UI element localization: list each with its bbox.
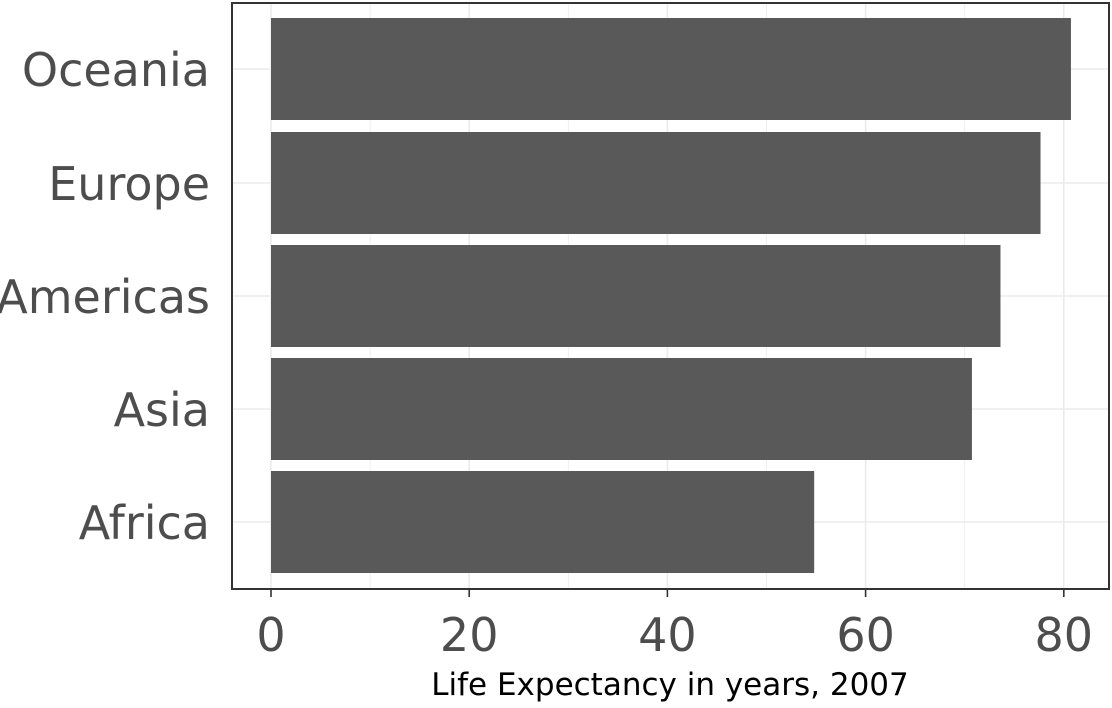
bar-africa	[271, 471, 815, 573]
y-axis-labels: Oceania Europe Americas Asia Africa	[0, 43, 210, 550]
x-tick-label: 80	[1035, 608, 1094, 662]
panel-border	[231, 2, 1110, 590]
y-tick-label: Asia	[114, 383, 210, 437]
bar-americas	[271, 245, 1001, 347]
y-tick-label: Africa	[79, 496, 210, 550]
y-tick-label: Europe	[48, 157, 210, 211]
x-tick-label: 60	[836, 608, 895, 662]
x-tick-label: 40	[638, 608, 697, 662]
x-axis-ticks: 0 20 40 60 80	[256, 589, 1093, 662]
bar-oceania	[271, 18, 1071, 120]
bar-europe	[271, 132, 1041, 234]
y-tick-label: Americas	[0, 270, 210, 324]
y-tick-label: Oceania	[22, 43, 210, 97]
x-tick-label: 20	[440, 608, 499, 662]
x-axis-title: Life Expectancy in years, 2007	[431, 667, 909, 703]
x-tick-label: 0	[256, 608, 285, 662]
bar-asia	[271, 358, 972, 460]
bars	[271, 18, 1071, 573]
